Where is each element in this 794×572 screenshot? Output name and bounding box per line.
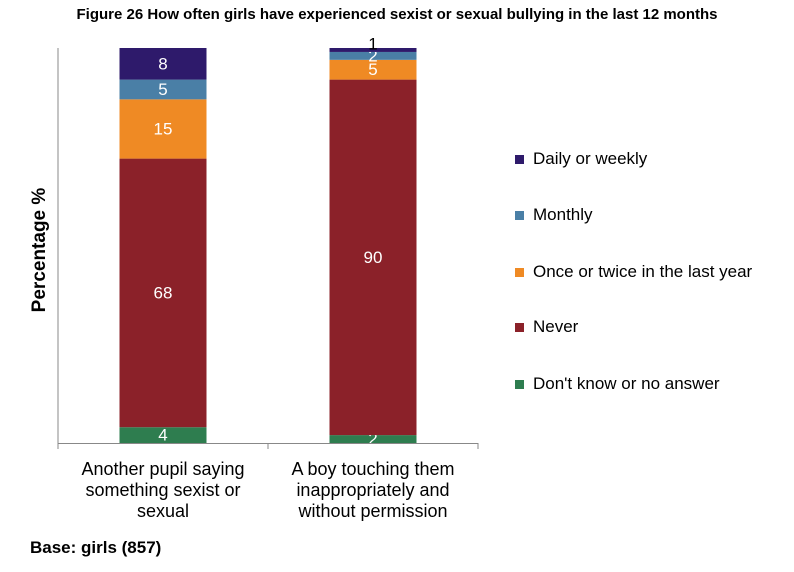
- legend-item-2: Once or twice in the last year: [515, 261, 768, 283]
- legend-item-4: Don't know or no answer: [515, 373, 768, 395]
- bar-segment-1-3: [329, 51, 417, 60]
- data-label-1-3: 2: [368, 46, 377, 65]
- data-label-0-1: 68: [154, 283, 173, 302]
- legend-item-3: Never: [515, 316, 768, 338]
- legend-swatch: [515, 323, 524, 332]
- legend-label: Once or twice in the last year: [533, 262, 753, 281]
- footnote: Base: girls (857): [30, 538, 162, 557]
- legend-swatch: [515, 211, 524, 220]
- legend-label: Don't know or no answer: [533, 374, 720, 393]
- legend-label: Daily or weekly: [533, 149, 648, 168]
- legend-swatch: [515, 380, 524, 389]
- data-label-0-2: 15: [154, 119, 173, 138]
- legend-swatch: [515, 155, 524, 164]
- legend-label: Never: [533, 317, 579, 336]
- legend-item-0: Daily or weekly: [515, 148, 768, 170]
- bar-segment-1-1: [329, 79, 417, 436]
- data-label-1-4: 1: [368, 35, 377, 54]
- category-label-0: Another pupil saying something sexist or…: [81, 459, 245, 521]
- bar-segment-0-2: [119, 99, 207, 159]
- data-label-0-4: 8: [158, 54, 167, 73]
- bar-segment-1-2: [329, 59, 417, 80]
- bar-segment-0-1: [119, 158, 207, 428]
- legend-item-1: Monthly: [515, 204, 768, 226]
- legend-swatch: [515, 268, 524, 277]
- bar-segment-0-3: [119, 79, 207, 100]
- data-label-0-0: 4: [158, 426, 167, 445]
- bar-segment-1-0: [329, 435, 417, 443]
- legend-label: Monthly: [533, 205, 593, 224]
- data-label-1-2: 5: [368, 60, 377, 79]
- data-label-0-3: 5: [158, 80, 167, 99]
- chart-title: Figure 26 How often girls have experienc…: [76, 6, 718, 23]
- category-label-1: A boy touching them inappropriately and …: [291, 459, 455, 521]
- bar-segment-0-0: [119, 427, 207, 443]
- bar-segment-0-4: [119, 48, 207, 80]
- data-label-1-1: 90: [364, 248, 383, 267]
- bar-segment-1-4: [329, 48, 417, 52]
- data-label-1-0: 2: [368, 430, 377, 449]
